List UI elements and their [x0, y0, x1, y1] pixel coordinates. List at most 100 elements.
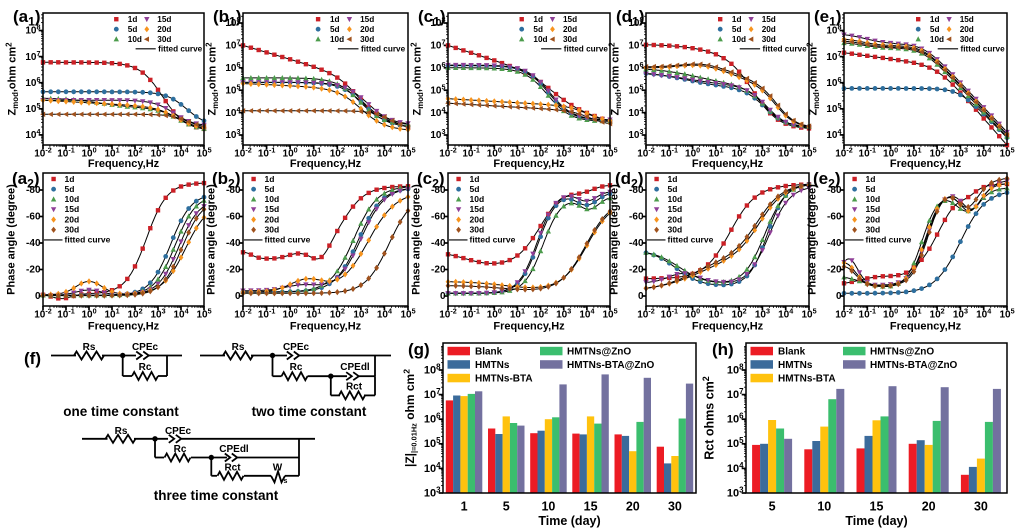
svg-text:105: 105	[424, 436, 441, 450]
svg-text:103: 103	[727, 485, 744, 499]
svg-text:Blank: Blank	[475, 347, 503, 358]
svg-text:104: 104	[377, 146, 392, 160]
svg-text:10-1: 10-1	[57, 307, 75, 321]
svg-text:104: 104	[826, 127, 841, 141]
svg-text:10d: 10d	[930, 35, 944, 44]
svg-text:Frequency,Hz: Frequency,Hz	[88, 158, 160, 170]
svg-text:30d: 30d	[265, 225, 280, 235]
svg-text:Frequency,Hz: Frequency,Hz	[88, 321, 160, 333]
svg-text:20: 20	[626, 500, 640, 514]
svg-text:W: W	[273, 463, 283, 474]
svg-text:30d: 30d	[866, 225, 881, 235]
svg-text:100: 100	[685, 146, 700, 160]
svg-text:100: 100	[487, 146, 502, 160]
svg-text:101: 101	[104, 307, 119, 321]
svg-text:fitted curve: fitted curve	[158, 45, 203, 54]
svg-text:104: 104	[173, 146, 188, 160]
svg-text:106: 106	[826, 75, 841, 89]
svg-text:three time constant: three time constant	[154, 488, 279, 503]
svg-text:101: 101	[708, 146, 723, 160]
svg-text:103: 103	[556, 307, 571, 321]
svg-text:101: 101	[306, 146, 321, 160]
svg-text:Time (day): Time (day)	[538, 514, 600, 528]
svg-text:108: 108	[25, 23, 40, 37]
svg-text:(d2): (d2)	[615, 169, 644, 191]
svg-text:1d: 1d	[930, 15, 940, 24]
svg-text:Rc: Rc	[139, 362, 152, 373]
svg-text:103: 103	[150, 146, 165, 160]
svg-text:0: 0	[235, 291, 241, 302]
svg-text:15d: 15d	[265, 204, 280, 214]
svg-text:-80: -80	[431, 185, 446, 196]
svg-text:108: 108	[826, 23, 841, 37]
svg-text:104: 104	[225, 105, 240, 119]
svg-text:15d: 15d	[668, 204, 683, 214]
svg-text:106: 106	[25, 75, 40, 89]
svg-text:Blank: Blank	[778, 347, 806, 358]
svg-text:0: 0	[638, 291, 644, 302]
svg-text:100: 100	[685, 307, 700, 321]
svg-text:10-2: 10-2	[637, 146, 655, 160]
svg-text:HMTNs-BTA: HMTNs-BTA	[778, 374, 836, 385]
svg-text:-20: -20	[431, 265, 446, 276]
svg-text:10-2: 10-2	[835, 146, 853, 160]
svg-text:5: 5	[769, 500, 776, 514]
svg-text:10-2: 10-2	[439, 307, 457, 321]
svg-text:-40: -40	[827, 238, 842, 249]
svg-text:104: 104	[579, 146, 594, 160]
svg-text:106: 106	[430, 60, 445, 74]
svg-text:10-1: 10-1	[661, 307, 679, 321]
svg-text:100: 100	[283, 307, 298, 321]
svg-text:106: 106	[727, 412, 744, 426]
svg-text:1: 1	[461, 500, 468, 514]
svg-text:101: 101	[510, 146, 525, 160]
svg-text:20d: 20d	[157, 25, 171, 34]
svg-text:101: 101	[906, 307, 921, 321]
svg-text:5d: 5d	[470, 184, 480, 194]
svg-text:10-2: 10-2	[234, 307, 252, 321]
svg-text:107: 107	[430, 38, 445, 52]
svg-text:Zmod,ohm cm2: Zmod,ohm cm2	[5, 42, 21, 116]
svg-text:Frequency,Hz: Frequency,Hz	[692, 158, 764, 170]
svg-text:20d: 20d	[360, 25, 374, 34]
svg-text:100: 100	[487, 307, 502, 321]
svg-text:1d: 1d	[330, 15, 340, 24]
svg-text:fitted curve: fitted curve	[265, 235, 311, 245]
svg-text:30d: 30d	[563, 35, 577, 44]
svg-text:CPEc: CPEc	[283, 342, 310, 353]
svg-text:10d: 10d	[533, 35, 547, 44]
svg-text:Phase angle (degree): Phase angle (degree)	[807, 184, 819, 295]
svg-text:-80: -80	[26, 185, 41, 196]
svg-text:Frequency,Hz: Frequency,Hz	[493, 321, 565, 333]
svg-text:-20: -20	[629, 265, 644, 276]
svg-text:(b1): (b1)	[213, 7, 242, 29]
svg-text:101: 101	[708, 307, 723, 321]
svg-text:-60: -60	[629, 212, 644, 223]
svg-text:-80: -80	[226, 185, 241, 196]
svg-text:103: 103	[755, 146, 770, 160]
svg-text:HMTNs-BTA@ZnO: HMTNs-BTA@ZnO	[567, 360, 655, 371]
svg-text:1d: 1d	[128, 15, 138, 24]
svg-text:30d: 30d	[960, 35, 974, 44]
svg-text:(d1): (d1)	[616, 7, 645, 29]
svg-text:Zmod,ohm cm2: Zmod,ohm cm2	[410, 42, 426, 116]
svg-text:105: 105	[727, 436, 744, 450]
svg-text:(c1): (c1)	[418, 7, 446, 29]
svg-text:1d: 1d	[265, 174, 275, 184]
svg-text:(f): (f)	[24, 349, 41, 368]
svg-text:108: 108	[424, 362, 441, 376]
svg-text:105: 105	[999, 307, 1014, 321]
svg-text:-60: -60	[431, 212, 446, 223]
svg-text:15d: 15d	[960, 15, 974, 24]
svg-text:100: 100	[81, 146, 96, 160]
svg-text:-40: -40	[226, 238, 241, 249]
svg-text:104: 104	[778, 146, 793, 160]
svg-text:105: 105	[400, 146, 415, 160]
svg-text:10-1: 10-1	[462, 146, 480, 160]
svg-text:10-1: 10-1	[661, 146, 679, 160]
svg-text:s: s	[284, 478, 288, 485]
svg-text:30d: 30d	[668, 225, 683, 235]
svg-text:0: 0	[836, 291, 842, 302]
svg-text:107: 107	[727, 387, 744, 401]
svg-text:10d: 10d	[128, 35, 142, 44]
